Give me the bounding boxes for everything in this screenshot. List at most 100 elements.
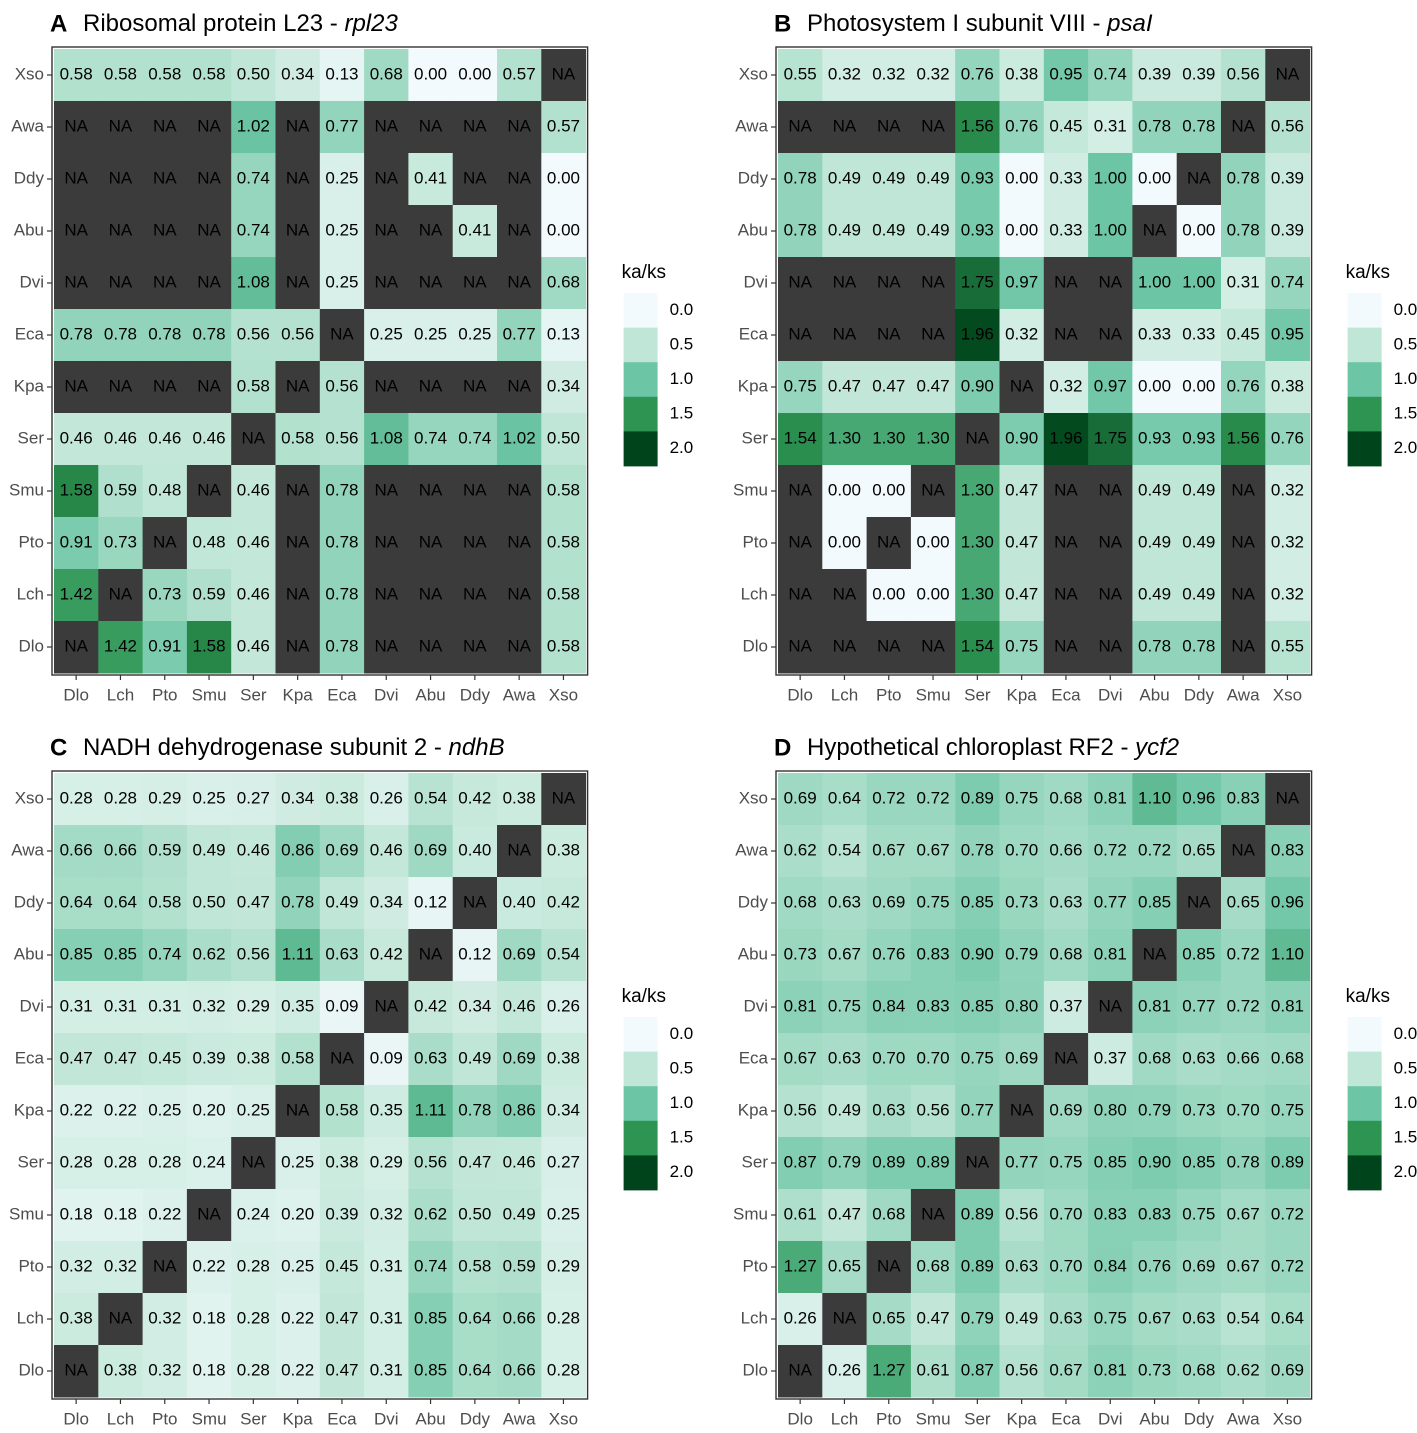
heatmap-cell [497,413,542,466]
cell-value-label: 0.78 [1182,116,1215,135]
heatmap-cell [408,1189,454,1242]
cell-value-label: NA [419,636,443,655]
cell-value-label: 0.28 [60,788,93,807]
cell-value-label: 0.22 [193,1256,226,1275]
heatmap-cell [452,1033,498,1086]
heatmap-cell [778,361,823,414]
cell-value-label: 0.32 [193,996,226,1015]
cell-value-label: NA [197,168,221,187]
heatmap-cell [955,1293,1000,1346]
heatmap-cell [231,361,276,414]
cell-value-label: 0.46 [104,428,137,447]
cell-value-label: 0.75 [1049,1152,1082,1171]
heatmap-cell [1265,309,1311,362]
y-tick-label-xso: Xso [739,788,768,807]
cell-value-label: 0.28 [547,1360,580,1379]
panel-letter: B [774,10,791,37]
heatmap-cell [1088,101,1133,154]
heatmap-cell [1176,773,1222,826]
cell-value-label: 0.87 [961,1360,994,1379]
x-tick-label-pto: Pto [876,1409,902,1428]
x-tick-label-pto: Pto [152,685,178,704]
heatmap-cell [999,49,1045,102]
cell-value-label: 0.31 [370,1256,403,1275]
heatmap-cell [541,1085,587,1138]
cell-value-label: 0.47 [917,1308,950,1327]
heatmap-cell [910,773,956,826]
cell-value-label: 0.49 [828,1100,861,1119]
cell-value-label: NA [374,272,398,291]
heatmap-cell [142,153,188,206]
panel-d: D Hypothetical chloroplast RF2 - ycf2 0.69… [733,734,1417,1428]
heatmap-cell [778,1241,823,1294]
heatmap-cell [1176,205,1222,258]
y-tick-label-eca: Eca [15,324,45,343]
cell-value-label: NA [1054,324,1078,343]
cell-value-label: 0.68 [784,892,817,911]
cell-value-label: 0.63 [325,944,358,963]
heatmap-cell [910,1189,956,1242]
cell-value-label: 0.32 [1005,324,1038,343]
cell-value-label: NA [374,220,398,239]
heatmap-cell [186,621,232,674]
cell-value-label: NA [64,272,88,291]
heatmap-cell [497,101,542,154]
heatmap-cell [364,773,409,826]
heatmap-cell [822,205,868,258]
heatmap-cell [999,1085,1045,1138]
heatmap-cell [497,877,542,930]
cell-value-label: 1.30 [961,584,994,603]
cell-value-label: NA [1231,116,1255,135]
heatmap-cell [497,981,542,1034]
cell-value-label: 0.45 [325,1256,358,1275]
heatmap-cell [186,1241,232,1294]
heatmap-cell [1132,517,1178,570]
heatmap-cell [1132,257,1178,310]
heatmap-cell [186,361,232,414]
heatmap-cell [910,309,956,362]
heatmap-cell [1088,153,1133,206]
heatmap-cell [1043,1137,1089,1190]
heatmap-cell [1221,49,1266,102]
cell-value-label: NA [1010,1100,1034,1119]
cell-value-label: 0.93 [961,220,994,239]
cell-value-label: NA [109,1308,133,1327]
cell-value-label: 0.38 [547,1048,580,1067]
heatmap-cell [1265,621,1311,674]
cell-value-label: 0.46 [237,480,270,499]
cell-value-label: 0.38 [1005,64,1038,83]
heatmap-cell [1043,465,1089,518]
cell-value-label: 0.58 [547,532,580,551]
cell-value-label: 0.00 [1005,220,1038,239]
cell-value-label: 0.83 [1227,788,1260,807]
heatmap-cell [275,309,321,362]
legend-label: 0.5 [670,334,694,353]
heatmap-cell [54,569,99,622]
heatmap-cell [1043,825,1089,878]
cell-value-label: 0.78 [325,532,358,551]
cell-value-label: NA [286,636,310,655]
heatmap-cell [910,49,956,102]
heatmap-cell [999,1293,1045,1346]
cell-value-label: 0.31 [370,1360,403,1379]
legend-key [1347,1017,1382,1052]
cell-value-label: 0.75 [784,376,817,395]
heatmap-cell [1265,1033,1311,1086]
cell-value-label: 1.10 [1138,788,1171,807]
heatmap-cell [364,1241,409,1294]
heatmap-cell [955,621,1000,674]
x-tick-label-smu: Smu [916,1409,951,1428]
cell-value-label: NA [507,584,531,603]
heatmap-cell [1221,773,1266,826]
legend-label: 1.5 [670,1128,694,1147]
heatmap-cell [54,517,99,570]
cell-value-label: 0.83 [1271,840,1304,859]
heatmap-cell [98,981,144,1034]
heatmap-cell [497,621,542,674]
cell-value-label: 0.76 [1138,1256,1171,1275]
x-tick-label-abu: Abu [1139,685,1169,704]
cell-value-label: 0.69 [872,892,905,911]
heatmap-cell [275,929,321,982]
cell-value-label: 0.67 [917,840,950,859]
cell-value-label: 0.00 [414,64,447,83]
